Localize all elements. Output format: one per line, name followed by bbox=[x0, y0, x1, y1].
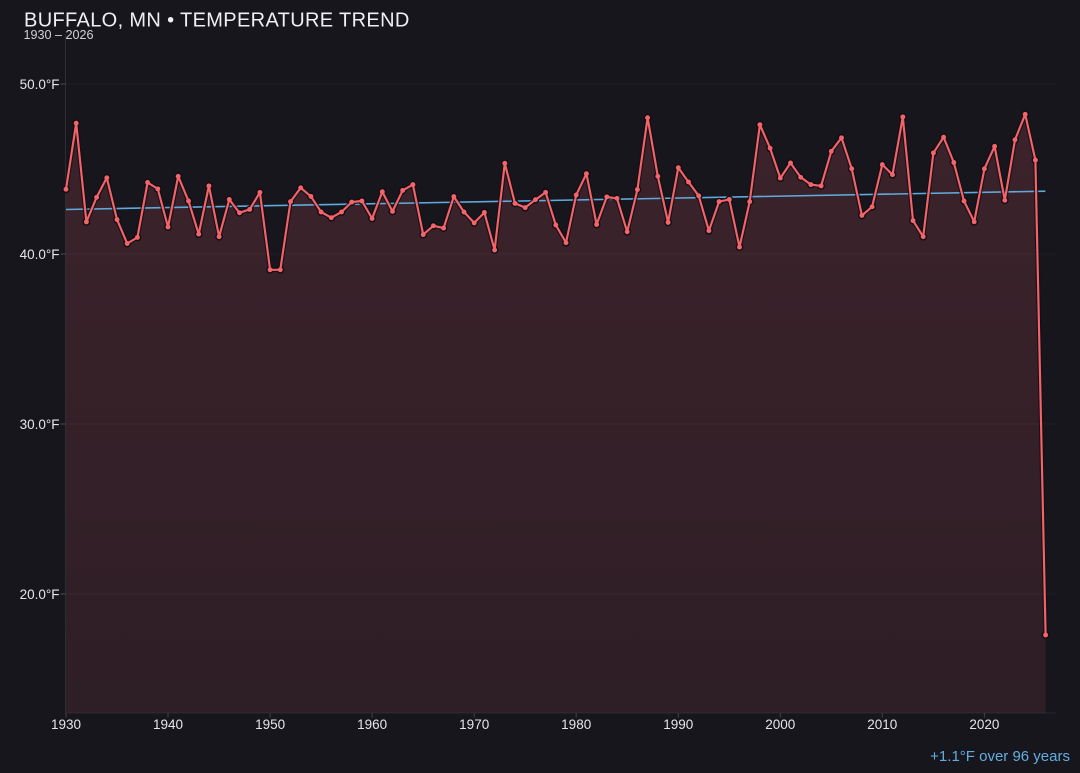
svg-text:1950: 1950 bbox=[255, 717, 285, 732]
svg-text:2020: 2020 bbox=[969, 717, 999, 732]
svg-text:20.0°F: 20.0°F bbox=[20, 587, 60, 602]
svg-text:1930: 1930 bbox=[51, 717, 81, 732]
svg-text:50.0°F: 50.0°F bbox=[20, 77, 60, 92]
svg-text:1960: 1960 bbox=[357, 717, 387, 732]
svg-text:1940: 1940 bbox=[153, 717, 183, 732]
svg-text:30.0°F: 30.0°F bbox=[20, 417, 60, 432]
svg-text:1970: 1970 bbox=[459, 717, 489, 732]
svg-text:2010: 2010 bbox=[867, 717, 897, 732]
svg-text:1990: 1990 bbox=[663, 717, 693, 732]
svg-text:BUFFALO, MN • TEMPERATURE TREN: BUFFALO, MN • TEMPERATURE TREND bbox=[24, 10, 410, 32]
svg-text:1930 – 2026: 1930 – 2026 bbox=[24, 28, 94, 42]
svg-text:+1.1°F over 96 years: +1.1°F over 96 years bbox=[930, 748, 1070, 765]
svg-text:2000: 2000 bbox=[765, 717, 795, 732]
svg-text:1980: 1980 bbox=[561, 717, 591, 732]
svg-text:40.0°F: 40.0°F bbox=[20, 247, 60, 262]
